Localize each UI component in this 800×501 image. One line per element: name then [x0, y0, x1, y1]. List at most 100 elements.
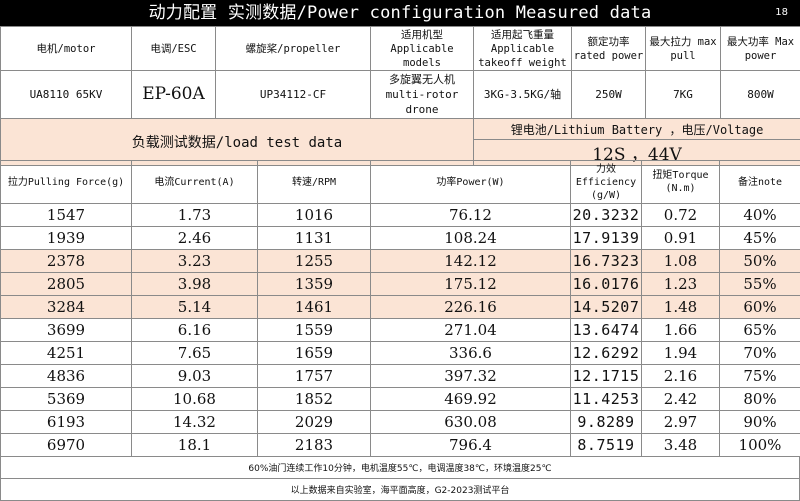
spec-motor: UA8110 65KV	[1, 71, 132, 119]
cell-power: 630.08	[371, 411, 571, 434]
cell-torque: 2.97	[642, 411, 720, 434]
cell-efficiency: 16.0176	[571, 273, 642, 296]
cell-torque: 2.42	[642, 388, 720, 411]
cell-rpm: 1852	[258, 388, 371, 411]
load-data-table: 拉力Pulling Force(g) 电流Current(A) 转速/RPM 功…	[0, 160, 800, 457]
header-torque: 扭矩Torque (N.m)	[642, 161, 720, 204]
header-pulling-force: 拉力Pulling Force(g)	[1, 161, 132, 204]
note-source: 以上数据来自实验室，海平面高度，G2-2023测试平台	[1, 479, 800, 501]
cell-efficiency: 11.4253	[571, 388, 642, 411]
cell-current: 9.03	[132, 365, 258, 388]
cell-current: 1.73	[132, 204, 258, 227]
cell-rpm: 2029	[258, 411, 371, 434]
cell-rpm: 1757	[258, 365, 371, 388]
cell-rpm: 1131	[258, 227, 371, 250]
cell-pulling-force: 3699	[1, 319, 132, 342]
cell-pulling-force: 4836	[1, 365, 132, 388]
spec-header-motor: 电机/motor	[1, 27, 132, 71]
header-rpm: 转速/RPM	[258, 161, 371, 204]
spec-value-row: UA8110 65KV EP-60A UP34112-CF 多旋翼无人机 mul…	[1, 71, 800, 119]
spec-max-pull: 7KG	[646, 71, 721, 119]
cell-efficiency: 14.5207	[571, 296, 642, 319]
spec-header-esc: 电调/ESC	[132, 27, 216, 71]
cell-power: 796.4	[371, 434, 571, 457]
cell-current: 7.65	[132, 342, 258, 365]
cell-rpm: 1359	[258, 273, 371, 296]
cell-power: 397.32	[371, 365, 571, 388]
cell-pulling-force: 3284	[1, 296, 132, 319]
spec-applicable-models: 多旋翼无人机 multi-rotor drone	[371, 71, 474, 119]
cell-note: 40%	[720, 204, 800, 227]
cell-current: 14.32	[132, 411, 258, 434]
spec-header-max-pull: 最大拉力 max pull	[646, 27, 721, 71]
cell-efficiency: 16.7323	[571, 250, 642, 273]
battery-label: 锂电池/Lithium Battery ，电压/Voltage	[474, 119, 800, 140]
header-current: 电流Current(A)	[132, 161, 258, 204]
header-power: 功率Power(W)	[371, 161, 571, 204]
cell-rpm: 2183	[258, 434, 371, 457]
cell-efficiency: 17.9139	[571, 227, 642, 250]
cell-torque: 3.48	[642, 434, 720, 457]
cell-note: 50%	[720, 250, 800, 273]
cell-rpm: 1559	[258, 319, 371, 342]
cell-torque: 1.23	[642, 273, 720, 296]
cell-power: 142.12	[371, 250, 571, 273]
cell-current: 5.14	[132, 296, 258, 319]
cell-pulling-force: 6970	[1, 434, 132, 457]
cell-note: 55%	[720, 273, 800, 296]
load-test-label: 负载测试数据/load test data	[1, 119, 474, 166]
cell-efficiency: 8.7519	[571, 434, 642, 457]
spec-rated-power: 250W	[572, 71, 646, 119]
notes-table: 60%油门连续工作10分钟，电机温度55℃，电调温度38℃，环境温度25℃ 以上…	[0, 456, 800, 501]
data-header-row: 拉力Pulling Force(g) 电流Current(A) 转速/RPM 功…	[1, 161, 800, 204]
spec-header-takeoff-weight: 适用起飞重量 Applicable takeoff weight	[474, 27, 572, 71]
cell-note: 65%	[720, 319, 800, 342]
cell-current: 3.23	[132, 250, 258, 273]
cell-note: 100%	[720, 434, 800, 457]
page-title: 动力配置 实测数据/Power configuration Measured d…	[0, 2, 800, 24]
cell-torque: 1.94	[642, 342, 720, 365]
cell-pulling-force: 1939	[1, 227, 132, 250]
cell-power: 76.12	[371, 204, 571, 227]
cell-power: 336.6	[371, 342, 571, 365]
cell-rpm: 1016	[258, 204, 371, 227]
cell-efficiency: 9.8289	[571, 411, 642, 434]
cell-efficiency: 20.3232	[571, 204, 642, 227]
cell-pulling-force: 6193	[1, 411, 132, 434]
spec-header-row: 电机/motor 电调/ESC 螺旋桨/propeller 适用机型 Appli…	[1, 27, 800, 71]
cell-power: 226.16	[371, 296, 571, 319]
cell-note: 60%	[720, 296, 800, 319]
spec-header-applicable-models: 适用机型 Applicable models	[371, 27, 474, 71]
note-conditions: 60%油门连续工作10分钟，电机温度55℃，电调温度38℃，环境温度25℃	[1, 457, 800, 479]
spec-header-max-power: 最大功率 Max power	[721, 27, 800, 71]
title-bar: 动力配置 实测数据/Power configuration Measured d…	[0, 0, 800, 26]
spec-header-propeller: 螺旋桨/propeller	[216, 27, 371, 71]
cell-pulling-force: 2805	[1, 273, 132, 296]
cell-current: 6.16	[132, 319, 258, 342]
cell-current: 18.1	[132, 434, 258, 457]
cell-efficiency: 12.6292	[571, 342, 642, 365]
header-efficiency: 力效 Efficiency (g/W)	[571, 161, 642, 204]
cell-note: 45%	[720, 227, 800, 250]
cell-note: 75%	[720, 365, 800, 388]
load-banner: 负载测试数据/load test data 锂电池/Lithium Batter…	[0, 118, 800, 166]
spec-propeller: UP34112-CF	[216, 71, 371, 119]
cell-note: 70%	[720, 342, 800, 365]
cell-efficiency: 13.6474	[571, 319, 642, 342]
cell-note: 80%	[720, 388, 800, 411]
spec-esc: EP-60A	[132, 71, 216, 119]
cell-rpm: 1659	[258, 342, 371, 365]
spec-header-rated-power: 额定功率 rated power	[572, 27, 646, 71]
spec-table: 电机/motor 电调/ESC 螺旋桨/propeller 适用机型 Appli…	[0, 26, 800, 119]
cell-torque: 1.66	[642, 319, 720, 342]
cell-power: 175.12	[371, 273, 571, 296]
cell-current: 2.46	[132, 227, 258, 250]
